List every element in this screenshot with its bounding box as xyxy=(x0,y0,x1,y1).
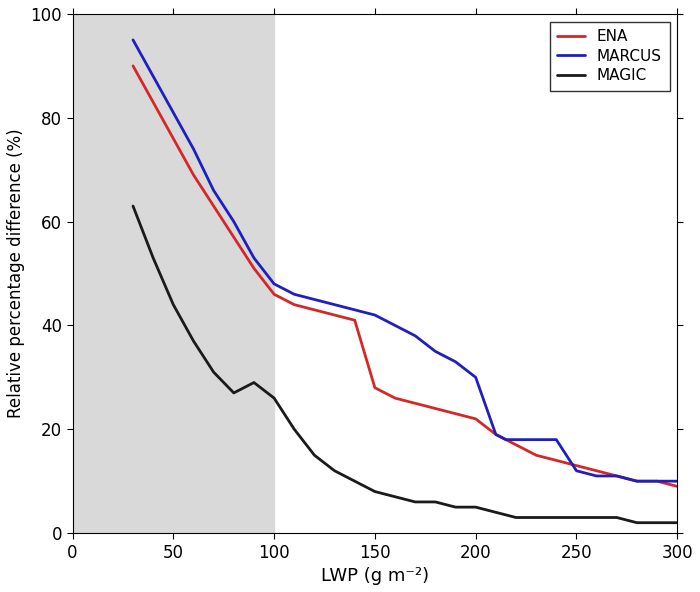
MARCUS xyxy=(552,436,561,443)
MARCUS xyxy=(673,478,681,485)
ENA xyxy=(230,234,238,241)
MAGIC xyxy=(673,519,681,526)
ENA xyxy=(653,478,662,485)
ENA xyxy=(472,416,480,423)
MAGIC xyxy=(633,519,641,526)
ENA xyxy=(391,394,399,401)
ENA xyxy=(149,99,158,106)
MARCUS xyxy=(351,306,359,313)
MAGIC xyxy=(371,488,379,495)
MARCUS xyxy=(310,296,319,303)
Line: MARCUS: MARCUS xyxy=(133,40,677,481)
MAGIC xyxy=(310,452,319,459)
MAGIC xyxy=(391,493,399,500)
Y-axis label: Relative percentage difference (%): Relative percentage difference (%) xyxy=(7,128,25,419)
X-axis label: LWP (g m⁻²): LWP (g m⁻²) xyxy=(321,567,429,585)
MAGIC xyxy=(330,467,339,474)
MAGIC xyxy=(149,255,158,262)
Line: MAGIC: MAGIC xyxy=(133,206,677,523)
MAGIC xyxy=(532,514,540,521)
ENA xyxy=(351,317,359,324)
ENA xyxy=(250,265,258,272)
MAGIC xyxy=(612,514,621,521)
ENA xyxy=(371,384,379,391)
MARCUS xyxy=(452,358,460,365)
MAGIC xyxy=(189,337,197,345)
ENA xyxy=(633,478,641,485)
MARCUS xyxy=(149,73,158,80)
ENA xyxy=(189,171,197,178)
MAGIC xyxy=(472,504,480,511)
ENA xyxy=(129,62,137,69)
MAGIC xyxy=(270,394,279,401)
MARCUS xyxy=(250,255,258,262)
MARCUS xyxy=(411,332,419,339)
MAGIC xyxy=(129,202,137,210)
MAGIC xyxy=(552,514,561,521)
MARCUS xyxy=(290,291,298,298)
MARCUS xyxy=(472,374,480,381)
MAGIC xyxy=(431,498,440,506)
MARCUS xyxy=(330,301,339,308)
ENA xyxy=(290,301,298,308)
MARCUS xyxy=(633,478,641,485)
MAGIC xyxy=(209,369,218,376)
ENA xyxy=(431,405,440,412)
ENA xyxy=(491,431,500,438)
MARCUS xyxy=(129,36,137,43)
MAGIC xyxy=(573,514,581,521)
MAGIC xyxy=(592,514,601,521)
ENA xyxy=(612,472,621,480)
MARCUS xyxy=(592,472,601,480)
MARCUS xyxy=(209,187,218,194)
ENA xyxy=(169,135,178,142)
MARCUS xyxy=(431,348,440,355)
ENA xyxy=(411,400,419,407)
MARCUS xyxy=(612,472,621,480)
MARCUS xyxy=(573,467,581,474)
ENA xyxy=(573,462,581,469)
ENA xyxy=(673,483,681,490)
Legend: ENA, MARCUS, MAGIC: ENA, MARCUS, MAGIC xyxy=(550,21,670,91)
ENA xyxy=(452,410,460,417)
Line: ENA: ENA xyxy=(133,66,677,487)
Bar xyxy=(73,14,274,533)
ENA xyxy=(552,457,561,464)
MAGIC xyxy=(512,514,520,521)
ENA xyxy=(330,311,339,318)
ENA xyxy=(532,452,540,459)
MAGIC xyxy=(250,379,258,386)
MAGIC xyxy=(491,509,500,516)
MARCUS xyxy=(502,436,510,443)
MAGIC xyxy=(290,426,298,433)
MARCUS xyxy=(512,436,520,443)
MARCUS xyxy=(653,478,662,485)
MARCUS xyxy=(532,436,540,443)
ENA xyxy=(310,306,319,313)
MARCUS xyxy=(189,146,197,153)
ENA xyxy=(592,467,601,474)
MAGIC xyxy=(653,519,662,526)
MARCUS xyxy=(230,218,238,225)
MAGIC xyxy=(452,504,460,511)
MAGIC xyxy=(169,301,178,308)
ENA xyxy=(512,441,520,448)
MARCUS xyxy=(491,431,500,438)
MAGIC xyxy=(351,478,359,485)
MAGIC xyxy=(230,390,238,397)
ENA xyxy=(209,202,218,210)
MARCUS xyxy=(169,109,178,116)
MAGIC xyxy=(411,498,419,506)
MARCUS xyxy=(270,281,279,288)
ENA xyxy=(270,291,279,298)
MARCUS xyxy=(391,322,399,329)
MARCUS xyxy=(371,311,379,318)
